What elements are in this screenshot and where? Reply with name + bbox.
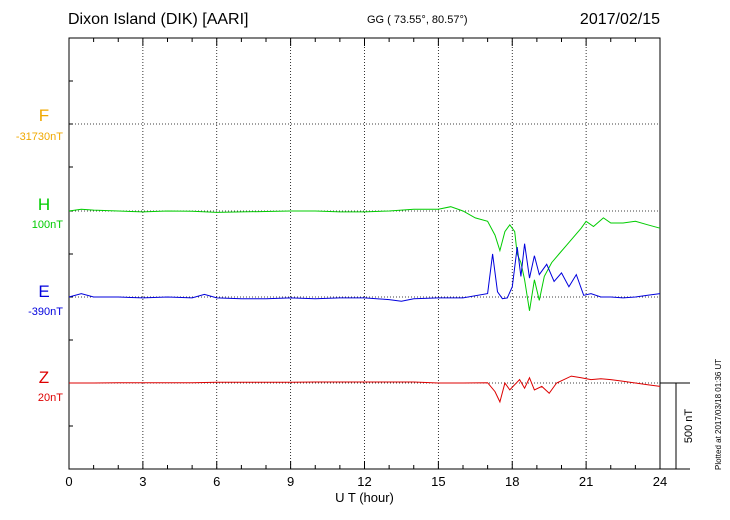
x-tick-label: 12	[357, 474, 371, 489]
x-tick-label: 6	[213, 474, 220, 489]
channel-f-letter: F	[38, 106, 50, 125]
scale-bar-label: 500 nT	[683, 409, 695, 444]
x-tick-label: 3	[139, 474, 146, 489]
date-label: 2017/02/15	[579, 11, 660, 28]
plotted-timestamp: Plotted at 2017/03/18 01:36 UT	[714, 358, 723, 470]
channel-z-baseline: 20nT	[37, 392, 63, 404]
geo-coordinates: GG ( 73.55°, 80.57°)	[367, 14, 468, 26]
channel-f-baseline: -31730nT	[15, 131, 63, 143]
station-title: Dixon Island (DIK) [AARI]	[68, 11, 249, 28]
x-tick-label: 15	[431, 474, 445, 489]
channel-z-letter: Z	[38, 368, 50, 387]
x-tick-label: 0	[65, 474, 72, 489]
x-tick-label: 24	[653, 474, 667, 489]
x-axis-label: U T (hour)	[335, 490, 394, 505]
x-tick-label: 18	[505, 474, 519, 489]
x-tick-label: 21	[579, 474, 593, 489]
series-z-line	[69, 375, 661, 404]
x-tick-label: 9	[287, 474, 294, 489]
channel-h-baseline: 100nT	[31, 219, 63, 231]
series-h-line	[68, 206, 661, 311]
series-e-line	[68, 243, 661, 302]
channel-e-letter: E	[38, 282, 50, 301]
channel-e-baseline: -390nT	[28, 306, 63, 318]
channel-h-letter: H	[37, 195, 51, 214]
